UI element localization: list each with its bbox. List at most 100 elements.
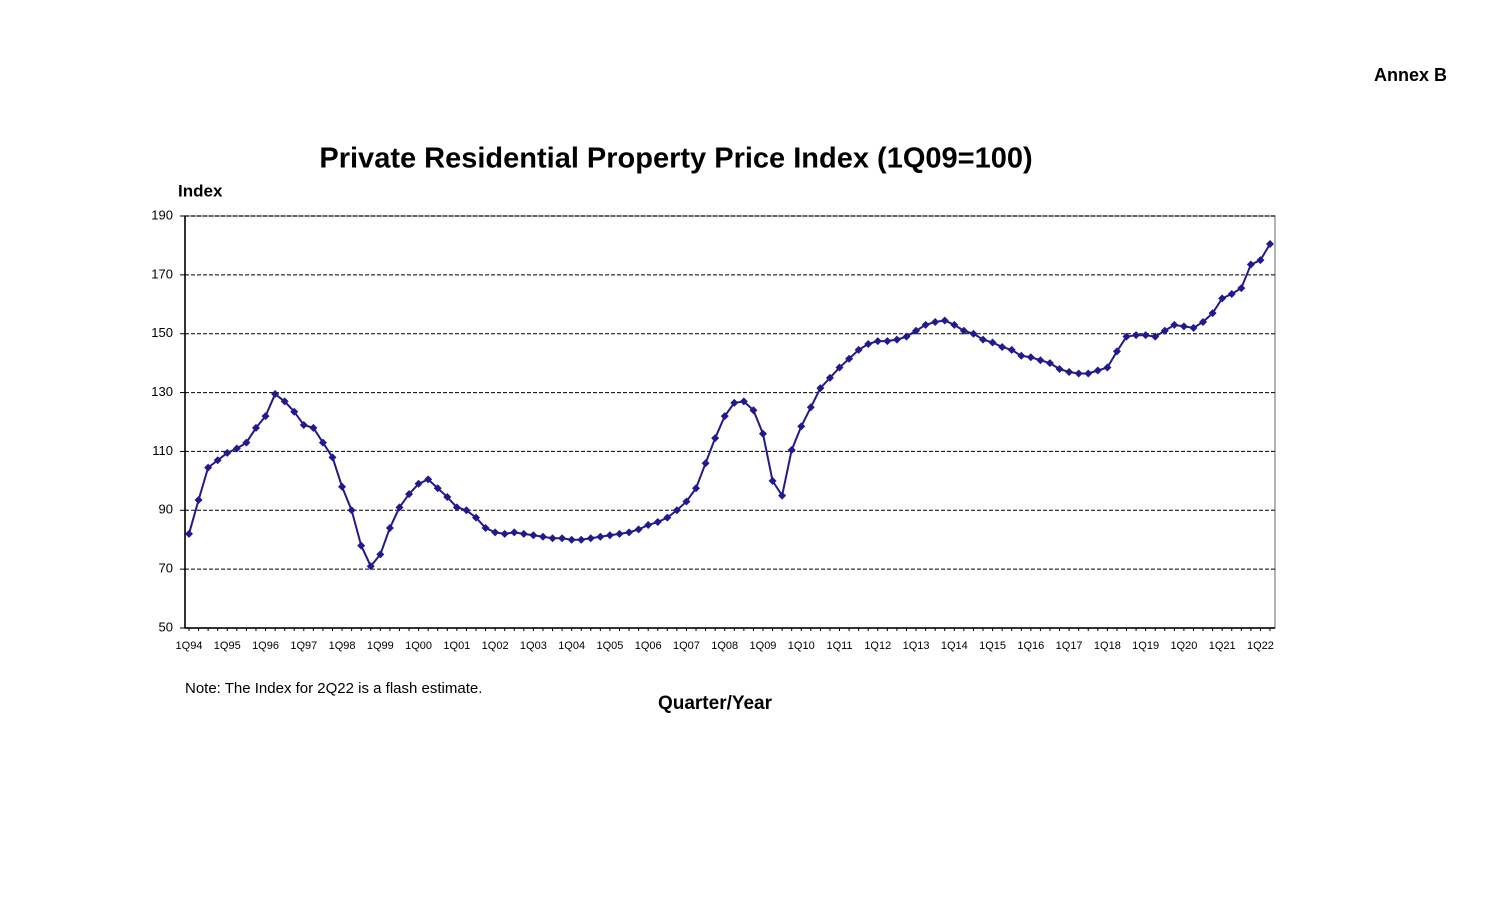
data-marker (692, 484, 701, 493)
data-marker (625, 528, 634, 537)
data-marker (1189, 323, 1198, 332)
data-marker (816, 384, 825, 393)
y-tick-label: 70 (159, 561, 173, 576)
data-marker (682, 497, 691, 506)
x-tick-label: 1Q06 (635, 640, 662, 652)
data-marker (1218, 294, 1227, 303)
data-marker (931, 317, 940, 326)
data-marker (1084, 369, 1093, 378)
chart-title: Private Residential Property Price Index… (319, 143, 1032, 175)
data-marker (577, 535, 586, 544)
data-marker (357, 541, 366, 550)
data-marker (1122, 332, 1131, 341)
data-marker (1160, 326, 1169, 335)
data-marker (1045, 359, 1054, 368)
x-tick-label: 1Q09 (750, 640, 777, 652)
data-marker (223, 448, 232, 457)
x-tick-label: 1Q21 (1209, 640, 1236, 652)
data-marker (347, 506, 356, 515)
x-tick-label: 1Q22 (1247, 640, 1274, 652)
data-marker (204, 463, 213, 472)
x-tick-label: 1Q19 (1132, 640, 1159, 652)
data-marker (653, 518, 662, 527)
data-marker (443, 493, 452, 502)
data-marker (261, 412, 270, 421)
data-marker (921, 320, 930, 329)
data-marker (290, 407, 299, 416)
data-marker (873, 337, 882, 346)
data-marker (1132, 331, 1141, 340)
data-marker (213, 456, 222, 465)
x-tick-label: 1Q08 (711, 640, 738, 652)
data-marker (883, 337, 892, 346)
y-tick-label: 170 (151, 266, 173, 281)
data-marker (338, 482, 347, 491)
x-tick-label: 1Q00 (405, 640, 432, 652)
data-marker (586, 534, 595, 543)
data-marker (424, 475, 433, 484)
data-marker (185, 529, 193, 538)
data-marker (711, 434, 720, 443)
annex-label: Annex B (1374, 65, 1447, 85)
data-marker (1227, 289, 1236, 298)
data-marker (194, 495, 203, 504)
y-tick-label: 110 (152, 443, 173, 458)
plot-frame (184, 215, 1276, 629)
data-marker (634, 525, 643, 534)
x-tick-label: 1Q99 (367, 640, 394, 652)
data-marker (1103, 363, 1112, 372)
data-marker (1093, 366, 1102, 375)
x-tick-label: 1Q15 (979, 640, 1006, 652)
data-marker (892, 335, 901, 344)
data-marker (376, 550, 385, 559)
data-marker (548, 534, 557, 543)
data-marker (452, 503, 461, 512)
data-marker (1026, 353, 1035, 362)
data-marker (663, 513, 672, 522)
data-marker (730, 398, 739, 407)
x-tick-label: 1Q16 (1017, 640, 1044, 652)
data-marker (491, 528, 500, 537)
data-marker (271, 390, 280, 399)
data-marker (1007, 345, 1016, 354)
data-marker (385, 523, 394, 532)
x-tick-label: 1Q96 (252, 640, 279, 652)
data-marker (979, 335, 988, 344)
data-marker (328, 453, 337, 462)
data-marker (558, 534, 567, 543)
data-marker (500, 529, 509, 538)
note: Note: The Index for 2Q22 is a flash esti… (185, 680, 482, 697)
data-marker (299, 420, 308, 429)
data-marker (1237, 284, 1246, 293)
data-marker (672, 506, 681, 515)
data-marker (529, 531, 538, 540)
data-marker (749, 406, 758, 415)
x-tick-label: 1Q02 (482, 640, 509, 652)
data-marker (567, 535, 576, 544)
data-marker (768, 476, 777, 485)
data-marker (1112, 347, 1121, 356)
data-marker (854, 345, 863, 354)
data-marker (433, 484, 442, 493)
x-tick-label: 1Q07 (673, 640, 700, 652)
data-line (188, 243, 1271, 569)
x-tick-label: 1Q95 (214, 640, 241, 652)
data-marker (1141, 331, 1150, 340)
data-marker (758, 429, 767, 438)
data-marker (471, 513, 480, 522)
data-marker (835, 363, 844, 372)
data-marker (232, 444, 241, 453)
y-tick-label: 130 (151, 384, 173, 399)
data-marker (538, 532, 547, 541)
data-marker (787, 445, 796, 454)
data-marker (1017, 351, 1026, 360)
data-marker (251, 423, 260, 432)
y-tick-label: 190 (151, 207, 173, 222)
x-tick-label: 1Q14 (941, 640, 968, 652)
x-tick-label: 1Q12 (864, 640, 891, 652)
data-marker (1055, 365, 1064, 374)
data-marker (1036, 356, 1045, 365)
data-marker (644, 521, 653, 529)
data-marker (1199, 317, 1208, 326)
